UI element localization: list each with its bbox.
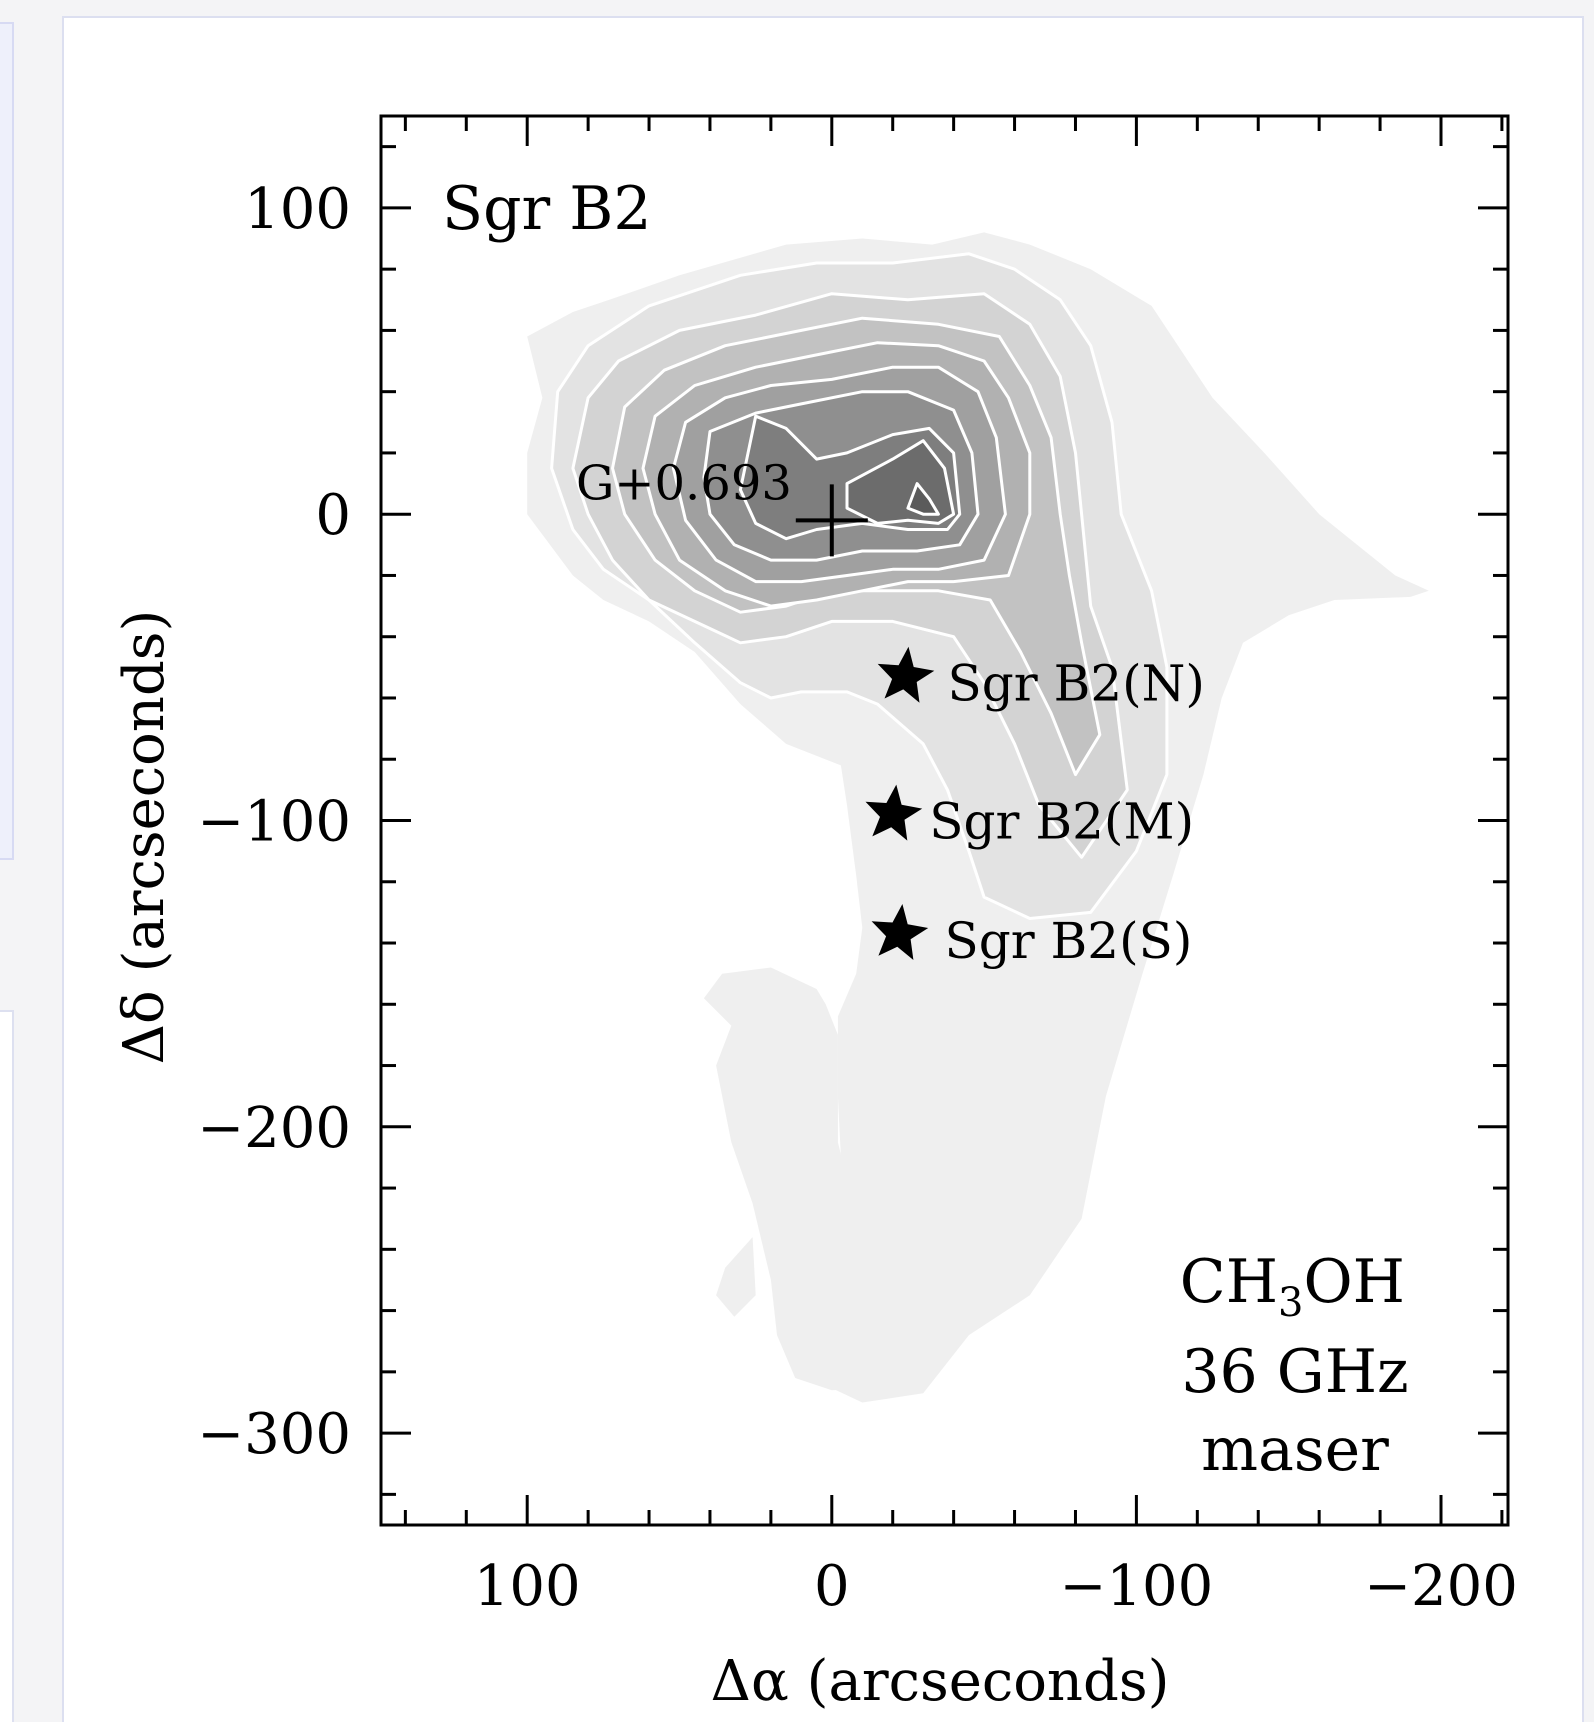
- star-marker-1: [877, 646, 935, 703]
- y-tick-label-4: −300: [197, 1402, 351, 1467]
- contour-level-1-1: [703, 967, 924, 1391]
- x-tick-label-0: 100: [474, 1554, 581, 1619]
- x-tick-label-2: −100: [1059, 1554, 1213, 1619]
- frequency-label: 36 GHz: [1181, 1337, 1408, 1407]
- contour-fills: [527, 232, 1429, 1403]
- source-markers: G+0.693 Sgr B2(N) Sgr B2(M) Sgr B2(S): [576, 456, 1205, 970]
- y-tick-label-1: 0: [315, 483, 351, 548]
- marker-label-3: Sgr B2(S): [945, 912, 1193, 970]
- x-tick-label-1: 0: [814, 1554, 850, 1619]
- x-tick-label-3: −200: [1364, 1554, 1518, 1619]
- contour-level-1-2: [716, 1237, 756, 1317]
- side-panel-bottom: [0, 1010, 14, 1722]
- marker-label-2: Sgr B2(M): [929, 793, 1194, 851]
- chart-title: Sgr B2: [442, 174, 652, 244]
- star-marker-2: [865, 784, 923, 841]
- x-axis-title: Δα (arcseconds): [711, 1649, 1170, 1714]
- molecule-label: CH3OH: [1180, 1247, 1405, 1326]
- contour-level-10-0: [906, 482, 940, 516]
- y-tick-label-3: −200: [197, 1096, 351, 1161]
- marker-label-1: Sgr B2(N): [948, 655, 1205, 713]
- maser-label: maser: [1201, 1415, 1389, 1485]
- tick-labels: 100 0 −100 −200 100 0 −100 −200 −300: [197, 177, 1518, 1619]
- y-axis-title: Δδ (arcseconds): [112, 610, 177, 1065]
- marker-label-0: G+0.693: [576, 456, 792, 512]
- axis-ticks: [381, 116, 1508, 1525]
- y-tick-label-2: −100: [197, 790, 351, 855]
- y-tick-label-0: 100: [244, 177, 351, 242]
- star-marker-3: [871, 904, 929, 960]
- side-panel-top: [0, 22, 14, 860]
